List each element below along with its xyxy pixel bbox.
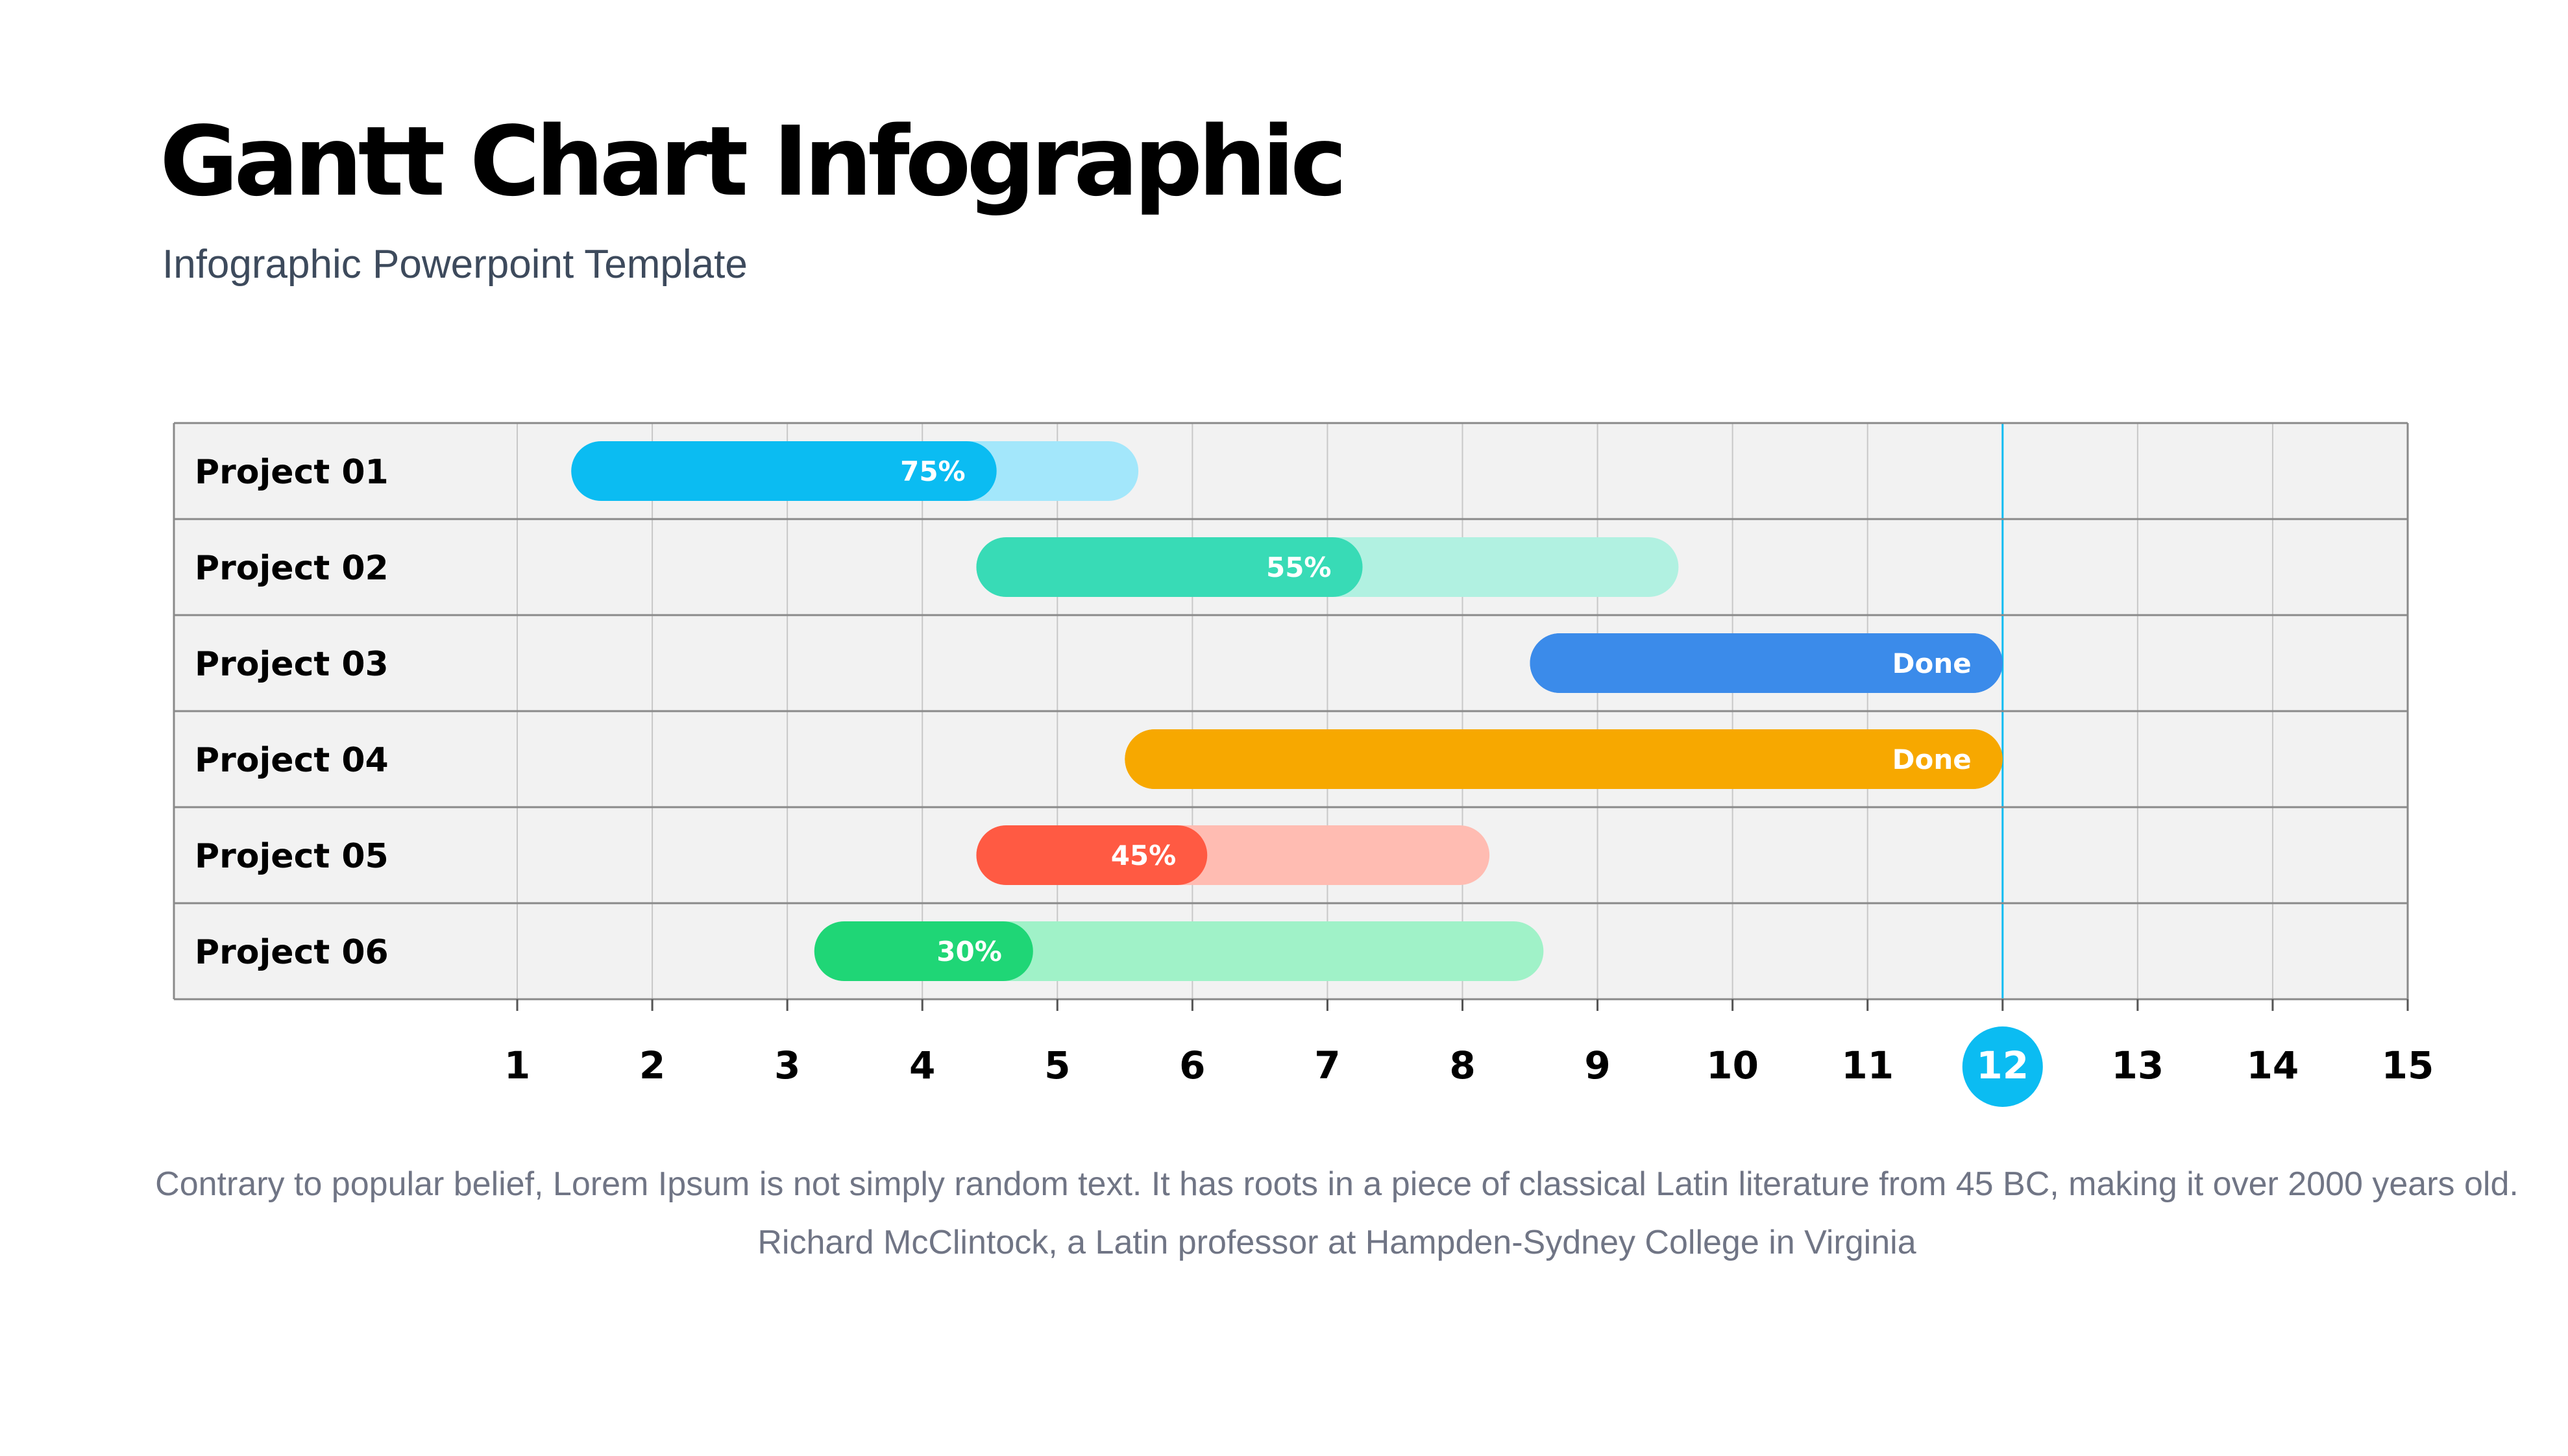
task-name: Project 06: [195, 933, 389, 972]
task-bar-progress: [976, 537, 1363, 597]
task-bar-progress: [1530, 633, 2003, 693]
x-tick-label: 13: [2111, 1043, 2164, 1087]
task-progress-label: Done: [1892, 744, 1972, 775]
task-progress-label: 55%: [1266, 552, 1332, 583]
x-tick-label: 1: [504, 1043, 530, 1087]
page-subtitle: Infographic Powerpoint Template: [162, 242, 748, 287]
task-progress-label: Done: [1892, 648, 1972, 679]
page-title: Gantt Chart Infographic: [160, 106, 1347, 217]
x-tick-label: 10: [1706, 1043, 1759, 1087]
task-name: Project 03: [195, 645, 389, 684]
task-name: Project 01: [195, 453, 389, 492]
x-tick-label: 9: [1584, 1043, 1610, 1087]
task-name: Project 05: [195, 837, 389, 876]
task-name: Project 02: [195, 549, 389, 588]
x-tick-label: 3: [774, 1043, 800, 1087]
gantt-chart: Project 01 75% Project 02 55% Project 03 Done…: [173, 422, 2434, 1107]
task-name: Project 04: [195, 741, 389, 780]
task-bar-progress: [1125, 729, 2003, 789]
task-progress-label: 45%: [1111, 840, 1177, 871]
x-tick-label: 6: [1179, 1043, 1205, 1087]
x-tick-label: 8: [1449, 1043, 1475, 1087]
task-progress-label: 30%: [936, 936, 1002, 967]
x-tick-label: 11: [1841, 1043, 1894, 1087]
x-tick-label: 5: [1044, 1043, 1070, 1087]
task-progress-label: 75%: [900, 455, 966, 487]
x-tick-label: 14: [2247, 1043, 2299, 1087]
task-bar-progress: [571, 441, 997, 501]
x-tick-label: 12: [1976, 1043, 2029, 1087]
current-week-marker: [1962, 1026, 2043, 1107]
x-tick-label: 4: [909, 1043, 935, 1087]
x-tick-label: 15: [2382, 1043, 2434, 1087]
task-bar-progress: [976, 825, 1208, 885]
x-tick-label: 7: [1314, 1043, 1340, 1087]
footer-description: Contrary to popular belief, Lorem Ipsum …: [155, 1165, 2519, 1261]
task-bar-progress: [814, 921, 1033, 981]
x-tick-label: 2: [639, 1043, 665, 1087]
